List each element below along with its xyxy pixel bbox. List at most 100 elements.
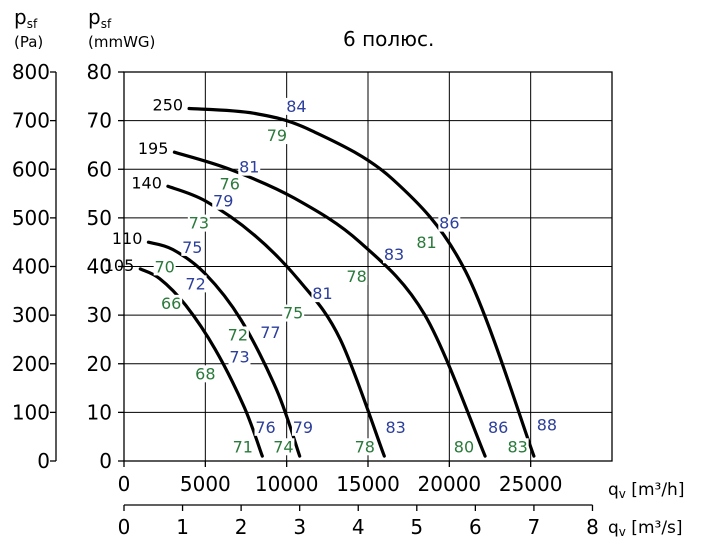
annotation-bg: [384, 418, 407, 436]
y-right-tick-label: 70: [87, 109, 112, 133]
efficiency-label: 72: [228, 325, 248, 344]
curve-label-110: 110: [112, 229, 143, 248]
efficiency-label: 81: [416, 233, 436, 252]
y-left-label-main: p: [14, 5, 27, 29]
y-right-tick-label: 30: [87, 303, 112, 327]
y-left-tick-label: 400: [12, 255, 50, 279]
efficiency-label: 73: [189, 214, 209, 233]
efficiency-label: 66: [161, 294, 181, 313]
efficiency-label: 79: [293, 418, 313, 437]
x-label-main-sub: v: [619, 487, 626, 501]
x-label-main-q: q: [608, 480, 619, 500]
efficiency-label: 78: [346, 267, 366, 286]
y-left-tick-label: 200: [12, 352, 50, 376]
y-right-tick-label: 0: [99, 449, 112, 473]
y-left-unit: (Pa): [14, 33, 43, 51]
x-main-tick-label: 25000: [499, 472, 563, 496]
y-right-tick-label: 40: [87, 255, 112, 279]
curve-105: [138, 267, 264, 458]
annotation-bg: [187, 214, 210, 232]
y-right-tick-label: 10: [87, 400, 112, 424]
annotation-bg: [160, 294, 183, 312]
efficiency-label: 75: [283, 304, 303, 323]
annotation-bg: [218, 175, 241, 193]
annotation-bg: [438, 214, 461, 232]
annotation-bg: [383, 246, 406, 264]
curve-110: [146, 240, 302, 458]
y-ticks: 0 100 200 300 400 500 600 700 800 0 10 20 30 40 50 60 70…: [12, 60, 124, 473]
efficiency-label: 84: [286, 97, 306, 116]
annotation-bg: [353, 438, 376, 456]
y-left-tick-label: 300: [12, 303, 50, 327]
x-main-tick-label: 15000: [336, 472, 400, 496]
efficiency-label: 81: [312, 284, 332, 303]
efficiency-label: 73: [229, 347, 249, 366]
y-left-label-sub: sf: [27, 17, 38, 31]
annotation-bg: [226, 326, 249, 344]
y-left-tick-label: 600: [12, 157, 50, 181]
annotation-bg: [535, 416, 558, 434]
annotation-bg: [291, 418, 314, 436]
x-second-tick-label: 5: [410, 515, 423, 539]
annotations: 8479817679737570726686818378817577727368…: [153, 97, 558, 456]
x-label-second-q: q: [608, 518, 619, 538]
efficiency-label: 78: [355, 437, 375, 456]
x-label-main: qv [m³/h]: [608, 480, 684, 501]
annotation-bg: [285, 97, 308, 115]
curve-labels: 105 110 140 195 250: [104, 95, 183, 274]
annotation-bg: [238, 158, 261, 176]
efficiency-label: 83: [507, 437, 527, 456]
grid: [124, 72, 612, 461]
x-second-tick-label: 1: [176, 515, 189, 539]
annotation-bg: [194, 365, 217, 383]
efficiency-label: 74: [273, 437, 293, 456]
y-right-tick-label: 60: [87, 157, 112, 181]
y-right-tick-label: 20: [87, 352, 112, 376]
y-right-unit: (mmWG): [88, 33, 155, 51]
annotation-bg: [345, 268, 368, 286]
curve-250: [187, 106, 536, 458]
annotation-bg: [282, 304, 305, 322]
y-left-tick-label: 700: [12, 109, 50, 133]
efficiency-label: 75: [182, 238, 202, 257]
x-label-second-unit: [m³/s]: [626, 518, 683, 538]
efficiency-label: 81: [239, 158, 259, 177]
x-second-tick-label: 2: [235, 515, 248, 539]
efficiency-label: 76: [255, 418, 275, 437]
y-left-tick-label: 0: [37, 449, 50, 473]
efficiency-label: 76: [220, 175, 240, 194]
annotation-bg: [259, 324, 282, 342]
annotation-bg: [272, 438, 295, 456]
efficiency-label: 80: [454, 437, 474, 456]
efficiency-label: 68: [195, 364, 215, 383]
y-left-tick-label: 800: [12, 60, 50, 84]
efficiency-label: 79: [213, 192, 233, 211]
curve-label-105: 105: [104, 256, 135, 275]
x-second-tick-label: 6: [469, 515, 482, 539]
efficiency-label: 83: [385, 418, 405, 437]
annotation-bg: [181, 238, 204, 256]
x-main-tick-label: 10000: [255, 472, 319, 496]
y-right-tick-label: 50: [87, 206, 112, 230]
x-main-tick-label: 0: [118, 472, 131, 496]
efficiency-label: 88: [537, 415, 557, 434]
annotation-bg: [212, 192, 235, 210]
efficiency-label: 70: [154, 257, 174, 276]
y-left-tick-label: 500: [12, 206, 50, 230]
y-right-label-main: p: [88, 5, 101, 29]
x-main-tick-label: 5000: [180, 472, 231, 496]
curve-195: [172, 150, 487, 458]
y-left-tick-label: 100: [12, 400, 50, 424]
annotation-bg: [153, 258, 176, 276]
annotation-bg: [228, 348, 251, 366]
x-second-tick-label: 8: [586, 515, 599, 539]
annotation-bg: [254, 418, 277, 436]
annotation-bg: [231, 438, 254, 456]
annotation-bg: [506, 438, 529, 456]
annotation-bg: [184, 275, 207, 293]
curve-140: [166, 184, 386, 458]
curve-label-195: 195: [138, 139, 169, 158]
efficiency-label: 72: [185, 274, 205, 293]
annotation-bg: [487, 418, 510, 436]
